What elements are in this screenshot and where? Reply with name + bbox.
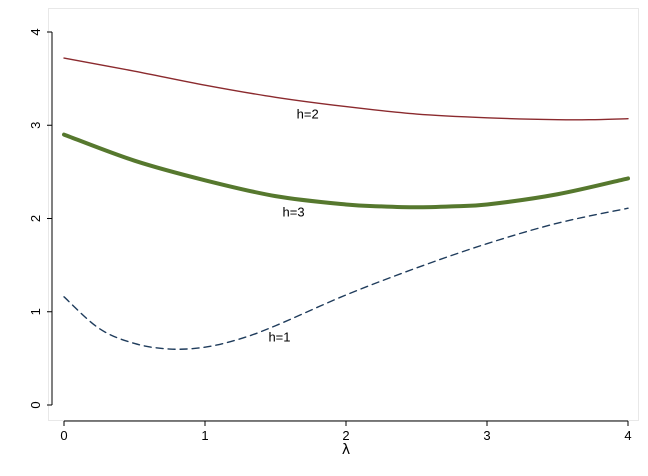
y-tick-label-4: 4 bbox=[28, 28, 43, 35]
series-label-h1: h=1 bbox=[268, 330, 290, 345]
series-line-h1 bbox=[63, 207, 629, 350]
series-label-h3: h=3 bbox=[283, 205, 305, 220]
x-tick-label-3: 3 bbox=[483, 428, 490, 443]
x-axis-title: λ bbox=[342, 442, 350, 458]
y-tick-label-0: 0 bbox=[28, 401, 43, 408]
x-tick-label-4: 4 bbox=[624, 428, 631, 443]
series-labels: h=2 h=3 h=1 bbox=[268, 107, 318, 345]
series-line-h3 bbox=[62, 132, 630, 210]
y-tick-label-3: 3 bbox=[28, 122, 43, 129]
axes: 0 1 2 3 4 0 1 2 3 4 bbox=[28, 28, 632, 443]
series-label-h2: h=2 bbox=[297, 107, 319, 122]
y-tick-label-2: 2 bbox=[28, 215, 43, 222]
series-line-h2 bbox=[63, 57, 629, 121]
x-tick-label-2: 2 bbox=[342, 428, 349, 443]
x-tick-label-1: 1 bbox=[201, 428, 208, 443]
y-tick-label-1: 1 bbox=[28, 308, 43, 315]
series-lines bbox=[62, 57, 630, 350]
x-tick-label-0: 0 bbox=[60, 428, 67, 443]
